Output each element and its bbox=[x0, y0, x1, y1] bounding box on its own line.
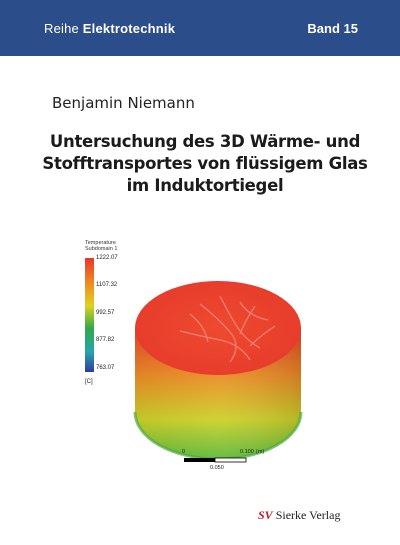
series-header-band: Reihe Elektrotechnik Band 15 bbox=[0, 0, 400, 56]
series-label: Reihe Elektrotechnik bbox=[44, 21, 175, 36]
scale-bar-black bbox=[184, 458, 215, 462]
scale-label-sub: 0.050 bbox=[210, 465, 224, 471]
series-name: Elektrotechnik bbox=[82, 21, 176, 36]
volume-label: Band 15 bbox=[307, 21, 358, 36]
scale-label-zero: 0 bbox=[182, 449, 186, 455]
author-name: Benjamin Niemann bbox=[52, 94, 195, 112]
legend-tick: 992.57 bbox=[96, 310, 115, 316]
publisher-logo: SV Sierke Verlag bbox=[258, 508, 340, 523]
simulation-graphic bbox=[85, 258, 303, 463]
scale-label-mid: 0.100 bbox=[240, 449, 254, 455]
legend-tick: 763.07 bbox=[96, 365, 115, 371]
flow-pattern bbox=[179, 295, 276, 363]
legend-title-line-1: Temperature bbox=[85, 240, 116, 246]
legend-title-line-2: Subdomain 1 bbox=[85, 246, 118, 252]
temperature-simulation-figure: Temperature Subdomain 1 bbox=[80, 236, 330, 476]
legend-tick: 877.82 bbox=[96, 337, 115, 343]
scale-bar-white bbox=[214, 457, 247, 463]
crucible-top bbox=[135, 281, 301, 375]
legend-title: Temperature Subdomain 1 bbox=[85, 240, 117, 252]
legend-tick: 1222.07 bbox=[96, 255, 118, 261]
publisher-name: Sierke Verlag bbox=[275, 508, 341, 522]
legend-tick: 1107.32 bbox=[96, 282, 118, 288]
title-line-2: Stofftransportes von flüssigem Glas bbox=[42, 154, 368, 173]
scale-label-unit: (m) bbox=[256, 449, 265, 455]
color-bar bbox=[85, 258, 94, 372]
series-prefix: Reihe bbox=[44, 21, 79, 36]
title-line-1: Untersuchung des 3D Wärme- und bbox=[49, 132, 361, 151]
title-line-3: im Induktortiegel bbox=[126, 176, 284, 195]
book-title: Untersuchung des 3D Wärme- und Stofftran… bbox=[40, 131, 370, 197]
legend-unit: [C] bbox=[85, 379, 93, 385]
publisher-mark: SV bbox=[258, 508, 273, 522]
